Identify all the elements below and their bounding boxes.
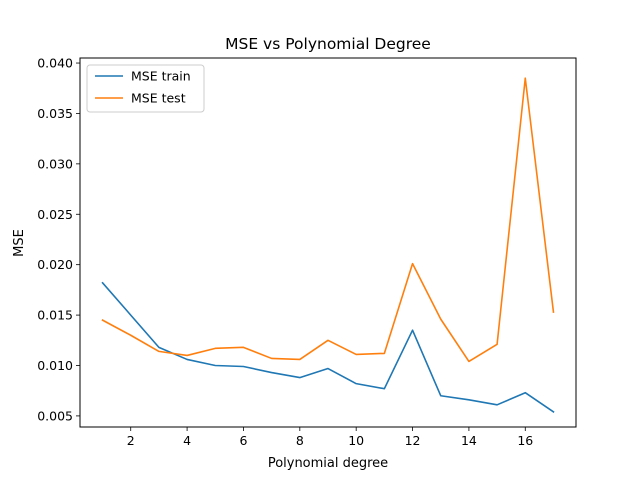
legend: MSE train MSE test xyxy=(86,64,205,113)
x-axis-ticks: 2 4 6 8 10 12 14 16 xyxy=(127,427,533,448)
x-tick-label: 4 xyxy=(183,433,191,448)
y-tick-label: 0.025 xyxy=(37,207,73,222)
plot-frame xyxy=(79,57,577,428)
y-tick-label: 0.010 xyxy=(37,358,73,373)
x-tick-label: 14 xyxy=(461,433,477,448)
x-tick-label: 16 xyxy=(517,433,533,448)
series-line-mse-test xyxy=(101,77,555,363)
legend-label-mse-train: MSE train xyxy=(131,69,191,84)
x-tick-label: 2 xyxy=(127,433,135,448)
y-tick-label: 0.020 xyxy=(37,257,73,272)
chart-title: MSE vs Polynomial Degree xyxy=(225,35,431,53)
x-axis-label: Polynomial degree xyxy=(268,456,388,471)
series-line-mse-train xyxy=(101,281,555,413)
y-axis-label: MSE xyxy=(12,229,27,257)
y-axis-ticks: 0.005 0.010 0.015 0.020 0.025 0.030 0.035 0.040 xyxy=(37,56,80,423)
y-tick-label: 0.040 xyxy=(37,56,73,71)
x-tick-label: 8 xyxy=(296,433,304,448)
x-tick-label: 12 xyxy=(405,433,421,448)
y-tick-label: 0.035 xyxy=(37,106,73,121)
x-tick-label: 10 xyxy=(348,433,364,448)
y-tick-label: 0.005 xyxy=(37,408,73,423)
y-tick-label: 0.015 xyxy=(37,308,73,323)
x-tick-label: 6 xyxy=(239,433,247,448)
legend-label-mse-test: MSE test xyxy=(131,91,186,106)
plot-lines xyxy=(101,77,555,413)
y-tick-label: 0.030 xyxy=(37,156,73,171)
